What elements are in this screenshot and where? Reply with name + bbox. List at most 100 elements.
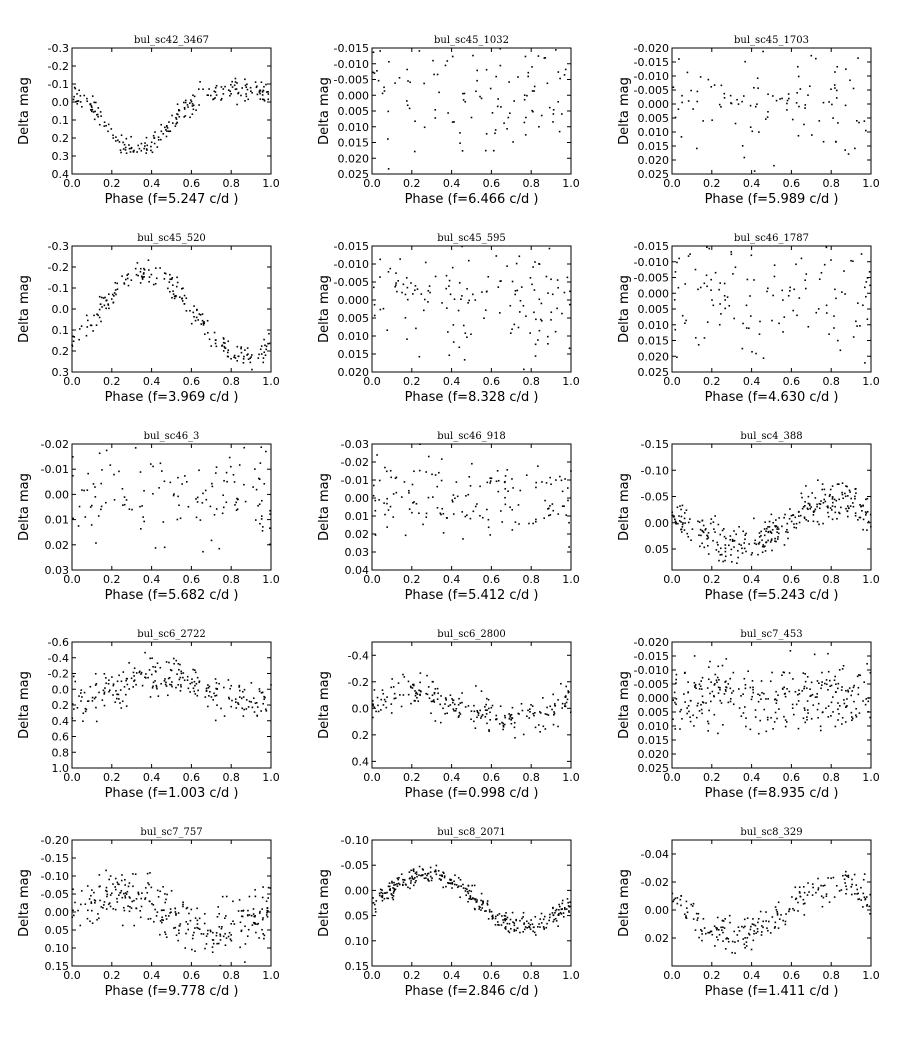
data-point <box>733 540 736 542</box>
data-point <box>701 519 704 522</box>
data-point <box>93 118 96 121</box>
data-point <box>225 471 228 474</box>
x-axis-label: Phase (f=8.328 c/d ) <box>405 390 539 405</box>
data-point <box>412 869 414 872</box>
data-point <box>74 87 77 90</box>
data-point <box>250 90 252 92</box>
data-point <box>830 88 832 91</box>
data-point <box>154 131 156 133</box>
y-tick-label: -0.010 <box>634 70 669 83</box>
y-tick-label: 0.010 <box>338 121 370 134</box>
data-point <box>532 930 534 933</box>
data-point <box>245 86 248 89</box>
data-point <box>520 703 523 705</box>
data-point <box>702 531 705 534</box>
data-point <box>154 670 157 672</box>
data-point <box>262 361 265 364</box>
data-point <box>678 58 680 60</box>
data-point <box>825 679 828 681</box>
x-tick-label: 1.0 <box>262 573 280 586</box>
data-point <box>202 88 204 91</box>
data-point <box>856 675 859 678</box>
data-point <box>224 347 227 350</box>
data-point <box>92 330 94 332</box>
data-point <box>511 706 514 709</box>
data-point <box>860 253 863 255</box>
data-point <box>768 526 771 528</box>
data-point <box>681 718 683 720</box>
data-point <box>860 886 862 889</box>
y-tick-label: 0.0 <box>352 702 370 715</box>
data-point <box>262 917 264 919</box>
x-tick-label: 0.8 <box>522 771 540 784</box>
data-point <box>96 113 98 116</box>
data-point <box>93 697 96 700</box>
data-point <box>383 90 386 92</box>
data-point <box>835 297 837 300</box>
data-point <box>503 914 506 917</box>
data-point <box>397 878 400 881</box>
data-point <box>95 542 97 544</box>
data-point <box>240 94 242 97</box>
y-tick-label: 0.10 <box>45 942 70 955</box>
data-point <box>467 302 469 304</box>
data-point <box>753 517 755 520</box>
data-point <box>96 113 99 116</box>
data-point <box>807 495 810 498</box>
data-point <box>203 922 206 925</box>
data-point <box>792 907 794 910</box>
x-tick-label: 0.8 <box>222 573 240 586</box>
x-tick-label: 0.0 <box>63 375 81 388</box>
data-point <box>770 539 773 542</box>
data-point <box>105 889 107 892</box>
y-tick-label: 0.00 <box>345 884 370 897</box>
data-point <box>707 553 710 555</box>
x-tick-label: 0.8 <box>522 375 540 388</box>
data-point <box>229 94 231 97</box>
data-point <box>558 130 561 133</box>
data-point <box>128 147 131 150</box>
data-point <box>387 509 390 511</box>
data-point <box>238 684 241 687</box>
data-point <box>132 671 135 674</box>
data-point <box>383 892 386 894</box>
data-point <box>256 93 259 96</box>
data-point <box>513 930 516 932</box>
data-point <box>433 73 435 76</box>
data-point <box>824 500 827 503</box>
data-point <box>684 522 686 524</box>
data-point <box>470 116 473 119</box>
data-point <box>480 892 483 895</box>
data-point <box>538 329 541 332</box>
x-tick-label: 0.6 <box>783 177 801 190</box>
x-tick-label: 0.8 <box>522 573 540 586</box>
data-point <box>452 699 454 702</box>
data-point <box>222 337 225 339</box>
data-point <box>697 702 699 705</box>
x-tick-label: 1.0 <box>862 573 880 586</box>
data-point <box>143 276 145 278</box>
data-point <box>244 84 247 87</box>
data-point <box>744 538 746 541</box>
data-point <box>561 490 564 493</box>
data-point <box>788 690 791 693</box>
data-point <box>817 888 820 891</box>
data-point <box>221 512 224 515</box>
data-point <box>147 918 150 920</box>
y-tick-label: -0.015 <box>334 240 369 253</box>
data-point <box>225 915 227 917</box>
data-point <box>504 714 506 717</box>
data-point <box>163 480 166 483</box>
data-point <box>472 54 474 57</box>
data-point <box>519 299 522 302</box>
data-point <box>507 490 509 493</box>
y-tick-label: 0.005 <box>338 312 370 325</box>
data-point <box>393 881 395 884</box>
data-point <box>844 104 847 107</box>
data-point <box>684 701 686 703</box>
data-point <box>820 687 822 690</box>
data-point <box>233 923 236 925</box>
x-tick-label: 0.2 <box>103 177 121 190</box>
data-point <box>172 122 174 124</box>
data-point <box>213 331 216 334</box>
